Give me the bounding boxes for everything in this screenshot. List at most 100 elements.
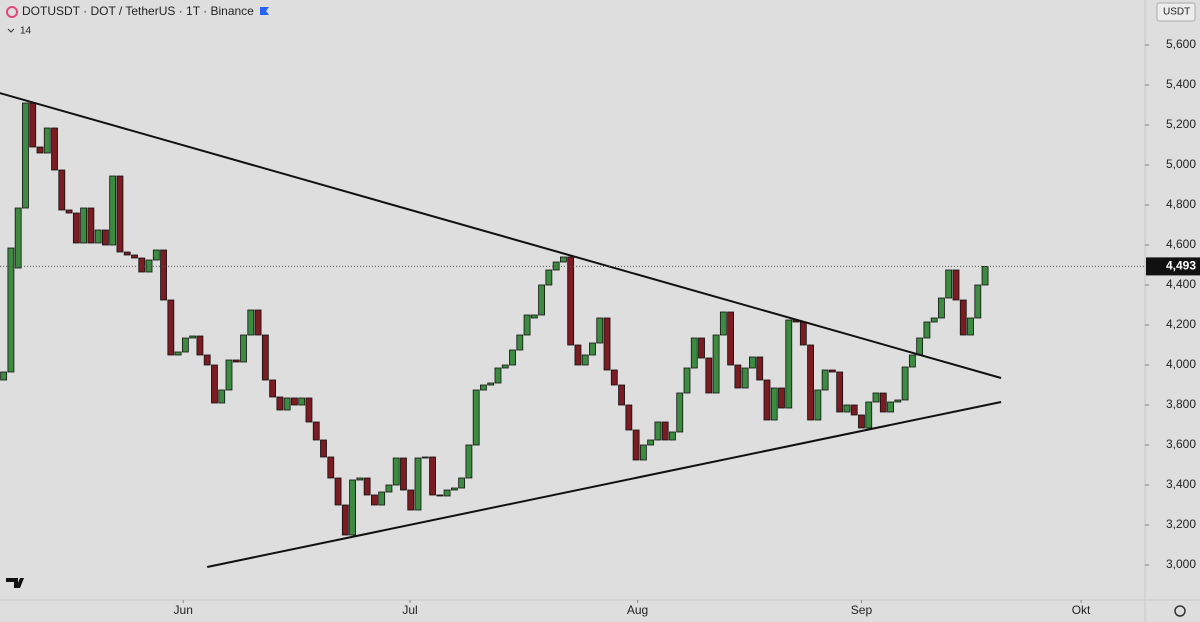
- chart-title: DOTUSDT · DOT / TetherUS · 1T · Binance: [22, 4, 254, 18]
- candle-body: [603, 317, 611, 371]
- candle-body: [981, 265, 989, 286]
- last-price-box: [1146, 257, 1200, 276]
- candle-body: [741, 367, 749, 389]
- candle-body: [778, 387, 785, 409]
- candle-body: [763, 379, 771, 421]
- candle-body: [305, 397, 313, 423]
- y-tick-label: 4,000: [1166, 357, 1196, 371]
- candle-body: [959, 299, 967, 336]
- candle-body: [378, 491, 386, 506]
- candle-body: [581, 354, 589, 366]
- candle-body: [160, 249, 167, 301]
- candle-body: [690, 337, 698, 369]
- candle-body: [123, 251, 131, 256]
- candle-body: [174, 351, 182, 356]
- candle-body: [327, 456, 335, 479]
- candle-body: [843, 404, 851, 413]
- candle-body: [51, 127, 58, 171]
- candle-body: [799, 321, 807, 346]
- y-tick-label: 3,800: [1166, 397, 1196, 411]
- y-tick-label: 5,000: [1166, 157, 1196, 171]
- candle-body: [167, 299, 175, 356]
- candle-body: [879, 392, 887, 413]
- candle-body: [334, 477, 342, 506]
- x-tick-label: Aug: [627, 603, 648, 617]
- candle-body: [705, 357, 713, 394]
- candle-body: [218, 389, 226, 404]
- candle-body: [58, 169, 66, 211]
- candle-body: [203, 354, 211, 366]
- y-tick-label: 3,600: [1166, 437, 1196, 451]
- candle-body: [734, 364, 742, 389]
- candle-body: [385, 484, 393, 493]
- candle-body: [421, 456, 429, 459]
- candle-body: [29, 102, 37, 148]
- candle-body: [836, 371, 844, 413]
- settings-icon[interactable]: [1174, 605, 1186, 617]
- y-tick-label: 5,200: [1166, 117, 1196, 131]
- candle-body: [538, 284, 546, 316]
- y-tick-label: 4,800: [1166, 197, 1196, 211]
- candle-body: [349, 479, 356, 536]
- candle-body: [392, 457, 400, 486]
- candle-body: [189, 335, 197, 339]
- candle-body: [312, 421, 320, 441]
- candle-body: [683, 367, 691, 394]
- candle-body: [509, 349, 516, 366]
- candle-body: [545, 269, 553, 286]
- trendline: [206, 401, 1002, 568]
- candle-body: [87, 207, 95, 244]
- flag-icon[interactable]: [260, 7, 269, 15]
- candle-body: [625, 404, 633, 431]
- candle-body: [530, 314, 538, 319]
- candle-body: [276, 396, 284, 411]
- candle-body: [967, 317, 974, 336]
- candle-body: [523, 314, 531, 336]
- candle-body: [618, 384, 625, 406]
- candle-body: [785, 319, 793, 409]
- candle-body: [850, 404, 858, 416]
- candle-body: [94, 229, 102, 244]
- candle-body: [756, 356, 764, 381]
- candle-body: [494, 367, 502, 384]
- candle-body: [298, 397, 306, 406]
- candle-body: [472, 389, 480, 446]
- logo: [6, 578, 24, 588]
- candle-body: [465, 444, 473, 479]
- candle-body: [567, 256, 575, 346]
- indicator-label: 14: [20, 26, 32, 37]
- candle-body: [654, 421, 662, 441]
- candle-body: [400, 457, 407, 491]
- candle-body: [102, 229, 109, 246]
- candle-body: [828, 369, 836, 373]
- x-tick-label: Okt: [1072, 603, 1091, 617]
- candle-body: [865, 401, 873, 429]
- candle-body: [749, 356, 756, 369]
- y-tick-label: 5,400: [1166, 77, 1196, 91]
- candle-body: [7, 247, 15, 373]
- candle-body: [43, 127, 51, 154]
- candle-body: [516, 334, 524, 351]
- candle-body: [152, 249, 160, 261]
- candle-body: [501, 364, 509, 369]
- candle-body: [436, 494, 444, 497]
- candle-body: [480, 384, 487, 391]
- currency-box[interactable]: [1156, 2, 1196, 22]
- candle-body: [450, 487, 458, 491]
- candle-body: [676, 392, 684, 433]
- y-tick-label: 4,400: [1166, 277, 1196, 291]
- collapse-icon[interactable]: [7, 28, 15, 33]
- candle-body: [574, 344, 582, 366]
- candle-body: [610, 369, 618, 386]
- candle-body: [887, 401, 894, 413]
- x-tick-label: Sep: [851, 603, 873, 617]
- x-tick-label: Jun: [174, 603, 193, 617]
- candle-body: [858, 414, 865, 429]
- candle-body: [247, 309, 255, 336]
- candle-body: [181, 337, 189, 353]
- candle-body: [232, 359, 240, 363]
- candle-body: [283, 397, 291, 411]
- last-price-label: 4,493: [1166, 259, 1196, 273]
